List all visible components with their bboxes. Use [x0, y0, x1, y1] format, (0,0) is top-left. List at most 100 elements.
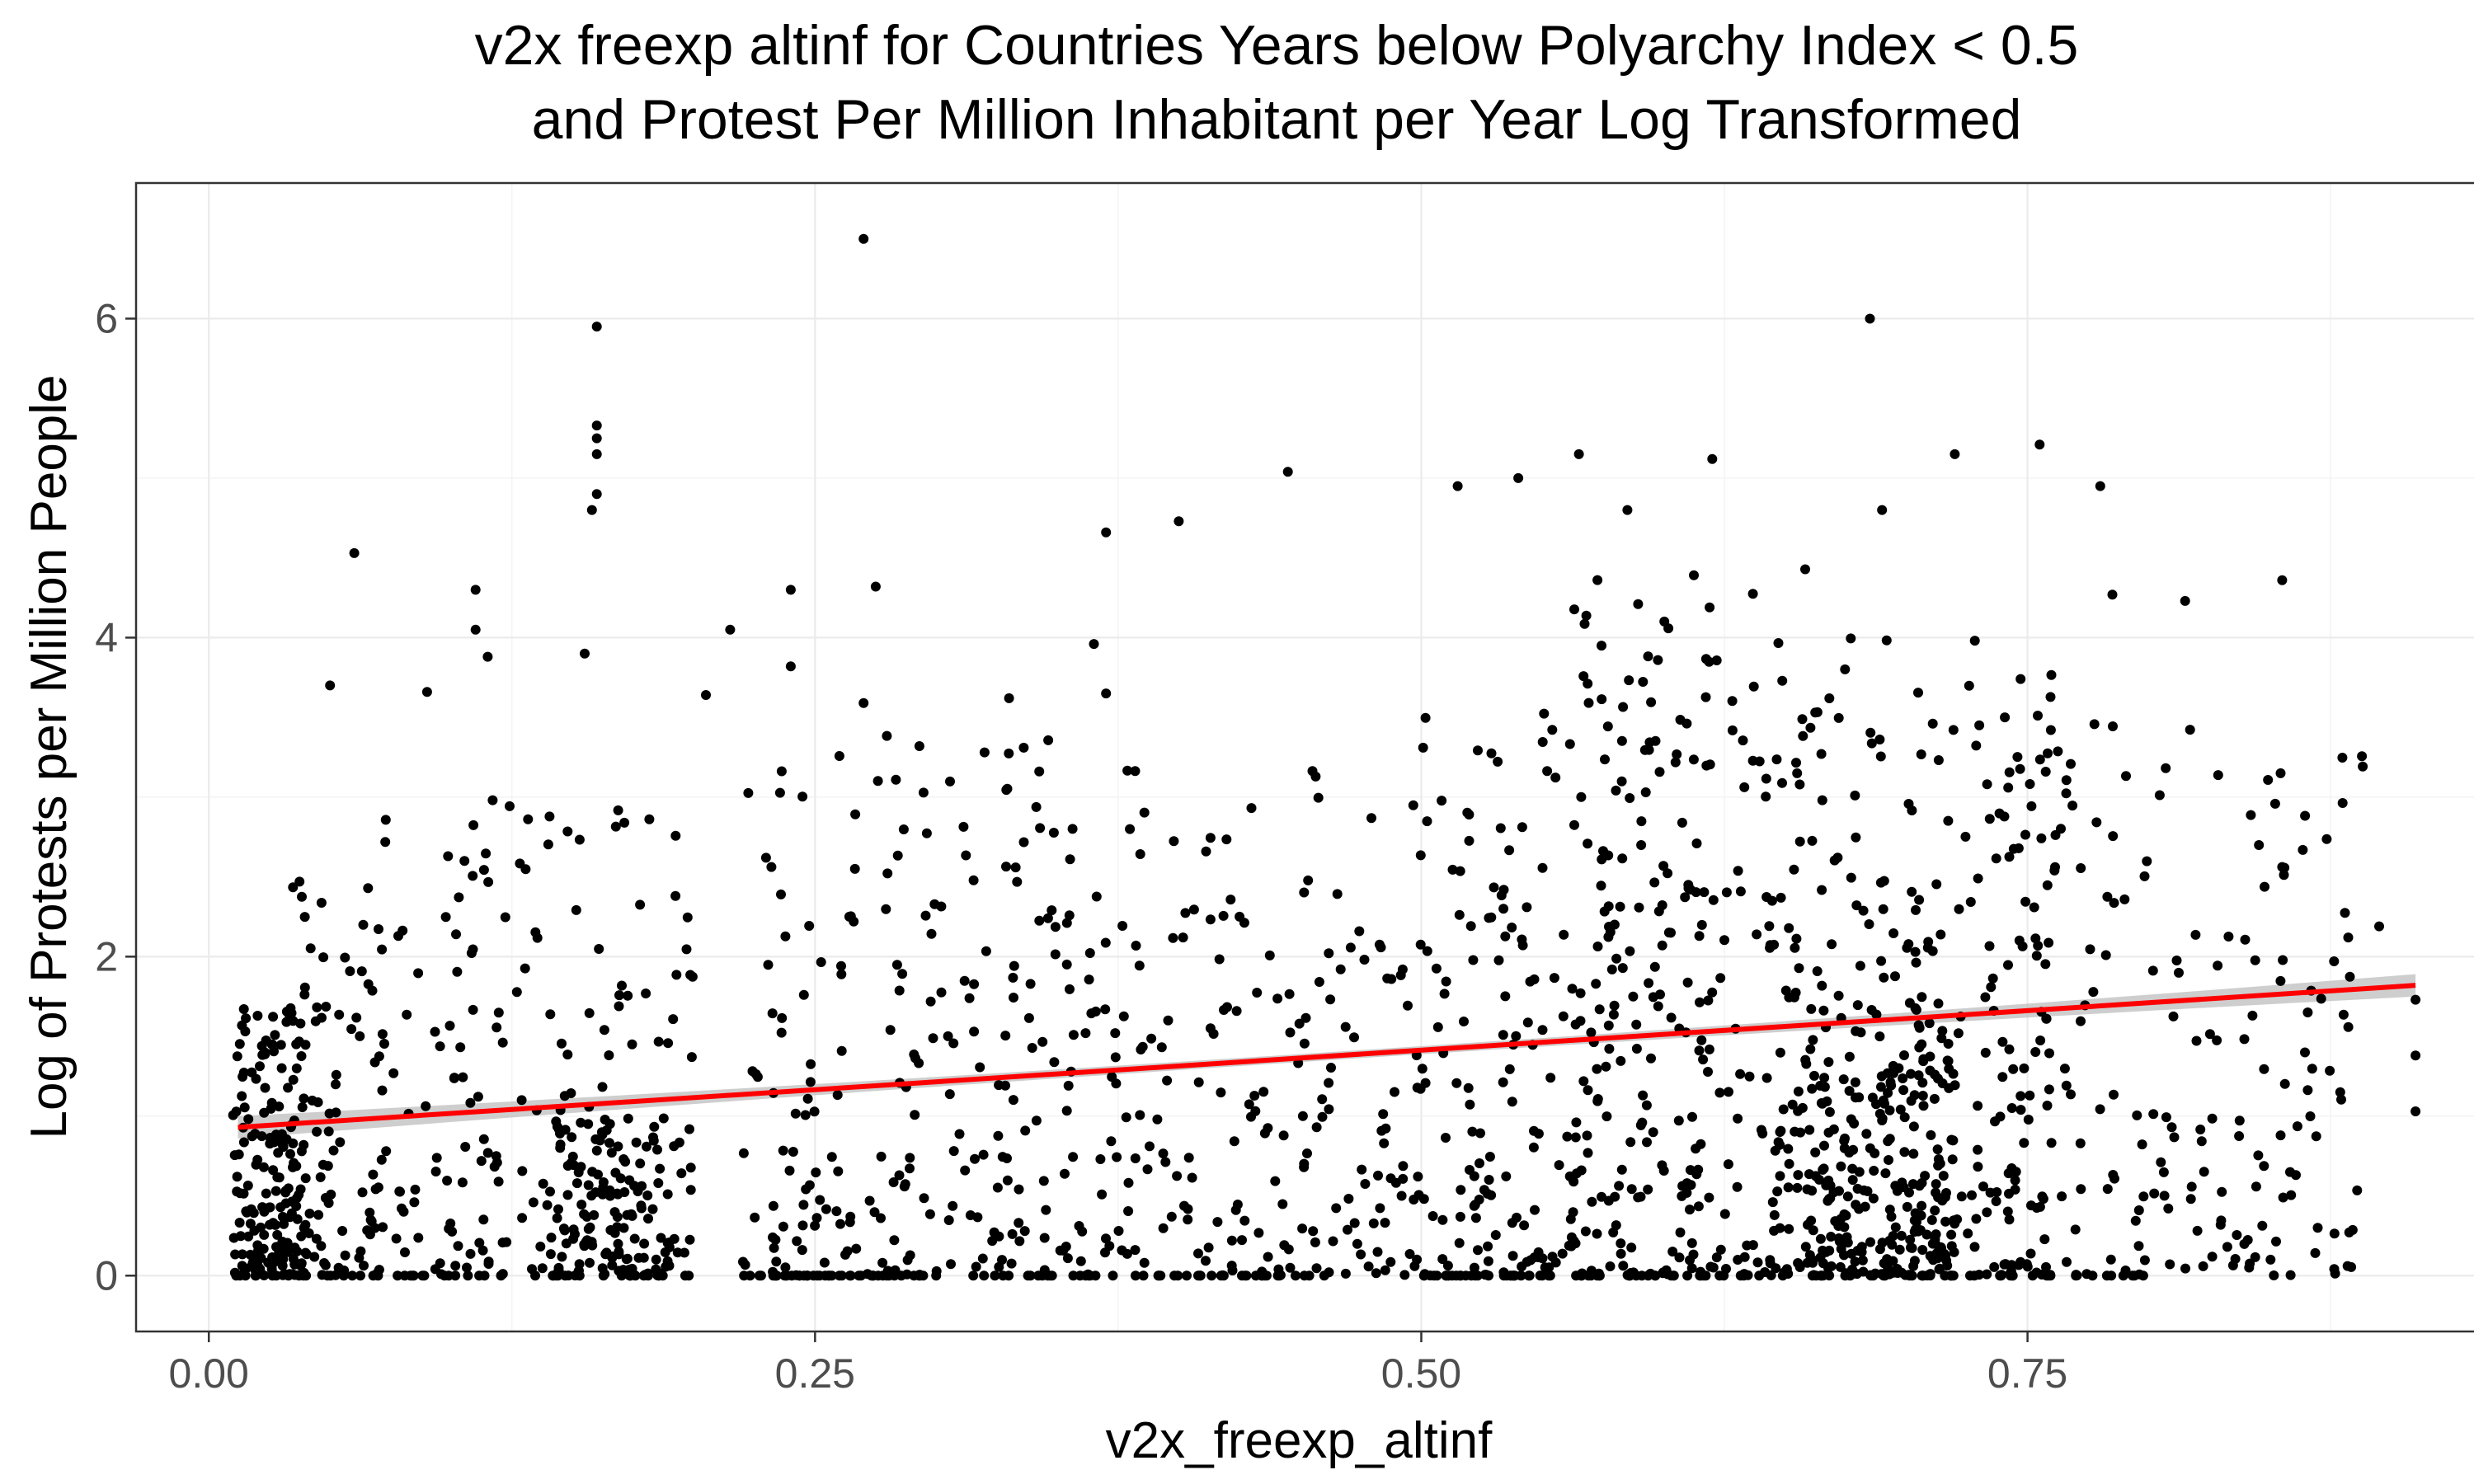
scatter-point — [614, 990, 624, 1001]
scatter-point — [1061, 959, 1072, 970]
scatter-point — [1597, 641, 1606, 651]
scatter-point — [1008, 972, 1018, 983]
scatter-point — [373, 1182, 383, 1193]
scatter-point — [1812, 707, 1823, 717]
scatter-point — [1396, 1190, 1407, 1201]
scatter-point — [2240, 934, 2251, 945]
scatter-point — [1823, 1262, 1833, 1273]
scatter-point — [800, 1110, 811, 1120]
scatter-point — [1965, 897, 1976, 907]
scatter-point — [2041, 1261, 2051, 1272]
scatter-point — [2269, 1270, 2279, 1280]
scatter-point — [833, 1166, 844, 1176]
scatter-point — [1761, 773, 1771, 784]
scatter-point — [1933, 998, 1944, 1009]
scatter-point — [1064, 910, 1075, 921]
scatter-point — [1104, 1241, 1115, 1252]
scatter-point — [2087, 1270, 2098, 1281]
scatter-point — [936, 901, 947, 912]
scatter-point — [1539, 708, 1550, 719]
scatter-point — [1237, 1270, 1247, 1281]
scatter-point — [1828, 1187, 1839, 1198]
scatter-point — [1683, 880, 1694, 890]
scatter-point — [586, 505, 597, 515]
scatter-point — [296, 1051, 307, 1061]
scatter-point — [1100, 1004, 1111, 1015]
scatter-point — [1340, 1021, 1351, 1032]
scatter-point — [2316, 993, 2326, 1004]
scatter-point — [500, 912, 510, 923]
scatter-point — [1805, 722, 1816, 733]
scatter-point — [885, 1025, 896, 1036]
scatter-point — [478, 1134, 489, 1144]
scatter-point — [1956, 1191, 1967, 1202]
scatter-point — [613, 1141, 623, 1152]
scatter-point — [1714, 1087, 1725, 1098]
scatter-point — [2023, 1115, 2034, 1125]
y-axis-title: Log of Protests per Million People — [21, 374, 78, 1139]
scatter-point — [2343, 1021, 2354, 1032]
scatter-point — [1188, 904, 1199, 915]
scatter-point — [1793, 1170, 1804, 1181]
scatter-point — [1985, 1187, 1996, 1198]
scatter-point — [292, 1246, 303, 1256]
scatter-point — [229, 1150, 240, 1161]
scatter-point — [2156, 1157, 2166, 1167]
scatter-point — [2119, 894, 2130, 904]
scatter-point — [1925, 1251, 1935, 1261]
scatter-point — [2149, 1188, 2160, 1199]
scatter-point — [979, 1270, 990, 1281]
scatter-point — [684, 1124, 694, 1134]
scatter-point — [2027, 1270, 2038, 1281]
scatter-point — [1090, 1270, 1101, 1281]
scatter-point — [1880, 1168, 1891, 1179]
scatter-point — [968, 1270, 979, 1281]
scatter-point — [1484, 1175, 1494, 1185]
scatter-point — [2091, 817, 2102, 828]
scatter-point — [1855, 960, 1865, 971]
scatter-point — [1602, 1111, 1612, 1122]
scatter-point — [2171, 956, 2182, 965]
scatter-point — [1747, 589, 1758, 599]
scatter-point — [430, 1167, 441, 1176]
scatter-point — [402, 1009, 412, 1020]
scatter-point — [872, 776, 883, 787]
scatter-point — [607, 1260, 618, 1270]
scatter-point — [1376, 942, 1386, 953]
scatter-point — [994, 1231, 1004, 1242]
scatter-point — [1646, 1053, 1656, 1064]
scatter-point — [1221, 834, 1232, 845]
scatter-point — [1469, 1200, 1479, 1211]
scatter-point — [1824, 1106, 1835, 1117]
scatter-point — [858, 697, 869, 708]
scatter-point — [1420, 1078, 1431, 1088]
scatter-point — [1566, 1232, 1577, 1242]
scatter-point — [476, 1156, 487, 1167]
scatter-point — [300, 1173, 311, 1184]
scatter-point — [1931, 1238, 1941, 1249]
scatter-point — [1727, 696, 1738, 707]
scatter-point — [1455, 1211, 1465, 1222]
scatter-point — [591, 448, 602, 459]
scatter-point — [2291, 1170, 2301, 1181]
scatter-point — [1973, 1162, 1983, 1172]
scatter-point — [638, 1270, 649, 1281]
scatter-point — [1422, 946, 1432, 956]
scatter-point — [1160, 1157, 1171, 1167]
scatter-point — [593, 1169, 603, 1180]
scatter-point — [265, 1202, 275, 1213]
scatter-point — [1888, 1267, 1898, 1278]
scatter-point — [1943, 815, 1954, 826]
scatter-point — [1908, 1121, 1919, 1132]
scatter-point — [1349, 1218, 1360, 1228]
scatter-point — [1205, 1023, 1216, 1034]
scatter-point — [2003, 782, 2014, 793]
scatter-point — [2109, 898, 2119, 909]
scatter-point — [576, 1200, 587, 1210]
scatter-point — [1530, 1205, 1540, 1215]
scatter-point — [1708, 1262, 1719, 1273]
scatter-point — [894, 985, 905, 996]
scatter-point — [658, 1113, 669, 1124]
scatter-point — [633, 1252, 644, 1263]
